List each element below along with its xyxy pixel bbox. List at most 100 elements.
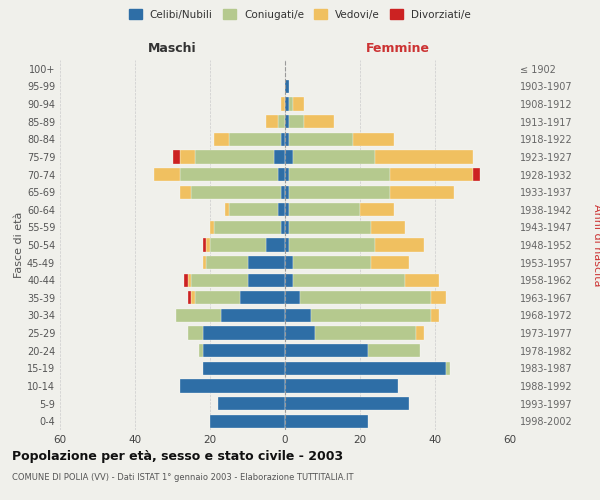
Bar: [203, 344, 285, 358]
Bar: [285, 274, 293, 287]
Bar: [218, 397, 285, 410]
Bar: [371, 221, 405, 234]
Bar: [214, 221, 281, 234]
Bar: [285, 168, 289, 181]
Bar: [367, 344, 420, 358]
Bar: [353, 132, 394, 146]
Bar: [173, 150, 180, 164]
Bar: [289, 186, 390, 198]
Bar: [203, 238, 206, 252]
Bar: [289, 238, 375, 252]
Bar: [293, 150, 375, 164]
Y-axis label: Fasce di età: Fasce di età: [14, 212, 24, 278]
Bar: [187, 326, 203, 340]
Bar: [210, 414, 285, 428]
Bar: [285, 203, 289, 216]
Bar: [289, 98, 293, 110]
Bar: [176, 309, 221, 322]
Bar: [431, 309, 439, 322]
Bar: [371, 256, 409, 269]
Bar: [285, 186, 289, 198]
Bar: [206, 256, 248, 269]
Text: Femmine: Femmine: [365, 42, 430, 54]
Bar: [206, 238, 210, 252]
Bar: [191, 186, 281, 198]
Bar: [203, 362, 285, 375]
Bar: [229, 132, 281, 146]
Bar: [195, 291, 240, 304]
Bar: [191, 274, 248, 287]
Bar: [285, 98, 289, 110]
Bar: [390, 186, 454, 198]
Bar: [416, 326, 424, 340]
Bar: [300, 291, 431, 304]
Bar: [277, 168, 285, 181]
Bar: [225, 203, 229, 216]
Bar: [285, 256, 293, 269]
Bar: [473, 168, 480, 181]
Bar: [210, 238, 266, 252]
Bar: [191, 291, 195, 304]
Bar: [360, 203, 394, 216]
Bar: [180, 186, 191, 198]
Bar: [154, 168, 180, 181]
Bar: [210, 221, 214, 234]
Bar: [266, 238, 285, 252]
Bar: [446, 362, 450, 375]
Bar: [285, 80, 289, 93]
Bar: [277, 203, 285, 216]
Bar: [405, 274, 439, 287]
Bar: [285, 150, 293, 164]
Bar: [375, 150, 473, 164]
Text: Maschi: Maschi: [148, 42, 197, 54]
Text: COMUNE DI POLIA (VV) - Dati ISTAT 1° gennaio 2003 - Elaborazione TUTTITALIA.IT: COMUNE DI POLIA (VV) - Dati ISTAT 1° gen…: [12, 472, 353, 482]
Bar: [375, 238, 424, 252]
Bar: [281, 186, 285, 198]
Y-axis label: Anni di nascita: Anni di nascita: [592, 204, 600, 286]
Bar: [289, 221, 371, 234]
Bar: [285, 221, 289, 234]
Bar: [187, 291, 191, 304]
Bar: [248, 256, 285, 269]
Bar: [229, 203, 277, 216]
Bar: [289, 115, 304, 128]
Bar: [285, 414, 367, 428]
Bar: [187, 274, 191, 287]
Bar: [221, 309, 285, 322]
Bar: [293, 98, 304, 110]
Bar: [304, 115, 334, 128]
Bar: [289, 203, 360, 216]
Bar: [184, 274, 187, 287]
Bar: [199, 344, 203, 358]
Bar: [289, 132, 353, 146]
Bar: [248, 274, 285, 287]
Bar: [281, 221, 285, 234]
Bar: [180, 168, 277, 181]
Bar: [285, 291, 300, 304]
Bar: [431, 291, 446, 304]
Bar: [285, 344, 367, 358]
Bar: [390, 168, 473, 181]
Bar: [277, 115, 285, 128]
Bar: [195, 150, 274, 164]
Legend: Celibi/Nubili, Coniugati/e, Vedovi/e, Divorziati/e: Celibi/Nubili, Coniugati/e, Vedovi/e, Di…: [125, 5, 475, 24]
Bar: [274, 150, 285, 164]
Bar: [285, 309, 311, 322]
Bar: [281, 98, 285, 110]
Bar: [289, 168, 390, 181]
Bar: [285, 238, 289, 252]
Bar: [311, 309, 431, 322]
Bar: [285, 362, 446, 375]
Bar: [240, 291, 285, 304]
Bar: [203, 256, 206, 269]
Text: Popolazione per età, sesso e stato civile - 2003: Popolazione per età, sesso e stato civil…: [12, 450, 343, 463]
Bar: [266, 115, 277, 128]
Bar: [281, 132, 285, 146]
Bar: [180, 150, 195, 164]
Bar: [293, 256, 371, 269]
Bar: [285, 397, 409, 410]
Bar: [285, 326, 315, 340]
Bar: [214, 132, 229, 146]
Bar: [285, 380, 398, 392]
Bar: [315, 326, 416, 340]
